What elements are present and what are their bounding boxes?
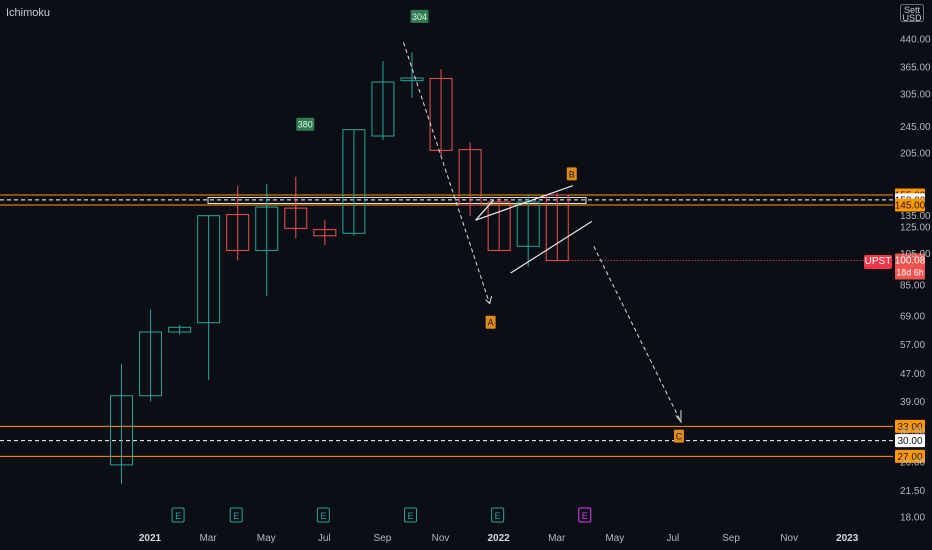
- x-tick-label: Jul: [318, 533, 331, 544]
- annotation-label: B: [569, 169, 575, 179]
- y-tick-label: 69.00: [900, 312, 925, 323]
- scale-label-top: Sett: [903, 5, 920, 15]
- annotations: 304 380 A B C: [296, 9, 684, 443]
- earnings-marker-label: E: [407, 511, 413, 521]
- earnings-marker-label: E: [495, 511, 501, 521]
- annotation-badge: [485, 315, 496, 329]
- channel-lower-line: [510, 220, 593, 274]
- annotation-badge: [296, 117, 315, 131]
- range-box: [207, 196, 587, 204]
- price-level-label: 33.00: [897, 422, 922, 433]
- x-tick-label: 2021: [139, 533, 162, 544]
- earnings-marker-label: E: [233, 511, 239, 521]
- y-tick-label: 47.00: [900, 369, 925, 380]
- channel-upper-line: [475, 185, 573, 221]
- x-tick-label: Nov: [780, 533, 798, 544]
- currency-scale-button[interactable]: Sett USD: [900, 4, 924, 23]
- annotation-badge: [673, 429, 684, 443]
- annotation-label: 304: [412, 12, 427, 22]
- scale-label-currency: USD: [902, 13, 922, 23]
- earnings-marker: [316, 507, 330, 523]
- y-tick-label: 205.00: [900, 149, 931, 160]
- y-tick-label: 21.50: [900, 486, 925, 497]
- y-tick-label: 365.00: [900, 62, 931, 73]
- x-tick-label: Sep: [374, 533, 392, 544]
- earnings-marker: [404, 507, 417, 523]
- y-tick-label: 440.00: [900, 35, 931, 46]
- price-axis: 18.00 21.50 26.00 32.00 39.00 47.00 57.00 69.00…: [900, 35, 931, 524]
- y-tick-label: 26.00: [900, 458, 925, 469]
- candle-body: [313, 229, 337, 237]
- current-price-tag: [895, 253, 925, 280]
- price-level-tag: [895, 449, 925, 463]
- candle-body: [400, 77, 424, 82]
- y-tick-label: 85.00: [900, 280, 925, 291]
- arrow-head-c: [675, 410, 682, 424]
- candle-body: [197, 215, 221, 324]
- candle-body: [487, 201, 511, 251]
- annotation-label: 380: [298, 120, 313, 130]
- candle-body: [284, 207, 308, 229]
- price-level-tag: [895, 198, 925, 212]
- time-axis: 2021 Mar May Jul Sep Nov 2022 Mar May Jul Sep Nov 20…: [139, 533, 859, 544]
- x-tick-label: Mar: [548, 533, 566, 544]
- candle-body: [168, 326, 192, 333]
- annotation-label: A: [488, 318, 494, 328]
- candle-body: [458, 149, 482, 206]
- candle-body: [226, 214, 250, 251]
- countdown-label: 18d 6h: [896, 267, 924, 277]
- x-tick-label: May: [257, 533, 276, 544]
- x-tick-label: Mar: [199, 533, 217, 544]
- y-tick-label: 125.00: [900, 223, 931, 234]
- y-tick-label: 39.00: [900, 397, 925, 408]
- candle-body: [429, 77, 453, 151]
- arrow-line-to-c: [593, 246, 682, 423]
- candle-body: [371, 81, 395, 137]
- x-tick-label: Nov: [432, 533, 450, 544]
- price-level-label: 145.00: [895, 200, 926, 211]
- y-tick-label: 57.00: [900, 340, 925, 351]
- y-tick-label: 105.00: [900, 249, 931, 260]
- indicator-label[interactable]: Ichimoku: [6, 7, 51, 19]
- candle-body: [255, 206, 279, 251]
- price-level-tag: [895, 419, 925, 433]
- current-price-label: 100.08: [895, 255, 926, 266]
- earnings-marker: [491, 507, 505, 523]
- symbol-badge: UPST: [864, 255, 892, 269]
- candle-body: [139, 331, 163, 397]
- price-level-label: 27.00: [897, 452, 922, 463]
- y-tick-label: 32.00: [900, 426, 925, 437]
- y-tick-label: 245.00: [900, 122, 931, 133]
- drawings: [403, 42, 682, 424]
- earnings-marker-label: E: [582, 511, 588, 521]
- x-tick-label: May: [605, 533, 624, 544]
- x-tick-label: 2022: [487, 533, 510, 544]
- arrow-head-a: [485, 295, 493, 305]
- candle-body: [342, 129, 366, 234]
- earnings-marker: [229, 507, 243, 523]
- y-tick-label: 135.00: [900, 211, 931, 222]
- y-tick-label: 305.00: [900, 89, 931, 100]
- y-tick-label: 18.00: [900, 513, 925, 524]
- price-level-label: 30.00: [897, 436, 922, 447]
- earnings-marker: [171, 507, 185, 523]
- x-tick-label: Sep: [722, 533, 740, 544]
- channel-connector: [475, 199, 495, 221]
- x-tick-label: Jul: [667, 533, 680, 544]
- arrow-line-to-a: [403, 42, 491, 304]
- candle-body: [110, 395, 133, 466]
- earnings-marker-label: E: [175, 511, 181, 521]
- annotation-badge: [410, 9, 429, 23]
- annotation-badge: [566, 167, 577, 181]
- annotation-label: C: [676, 432, 683, 442]
- candle-body: [545, 194, 569, 262]
- candles: [110, 52, 569, 484]
- horizontal-levels: 155.00150.00145.0033.0030.0027.00100.081…: [0, 188, 926, 463]
- earnings-marker: [578, 507, 592, 523]
- x-tick-label: 2023: [836, 533, 859, 544]
- price-level-tag: [895, 434, 925, 448]
- earnings-marker-label: E: [320, 511, 326, 521]
